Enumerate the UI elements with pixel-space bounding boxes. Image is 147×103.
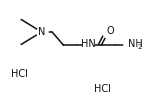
- Text: HCl: HCl: [11, 69, 28, 79]
- Text: O: O: [106, 26, 114, 36]
- Text: HCl: HCl: [94, 84, 111, 94]
- Text: NH: NH: [128, 39, 143, 49]
- Text: N: N: [38, 27, 45, 37]
- Text: 2: 2: [138, 44, 142, 50]
- Text: HN: HN: [81, 39, 95, 49]
